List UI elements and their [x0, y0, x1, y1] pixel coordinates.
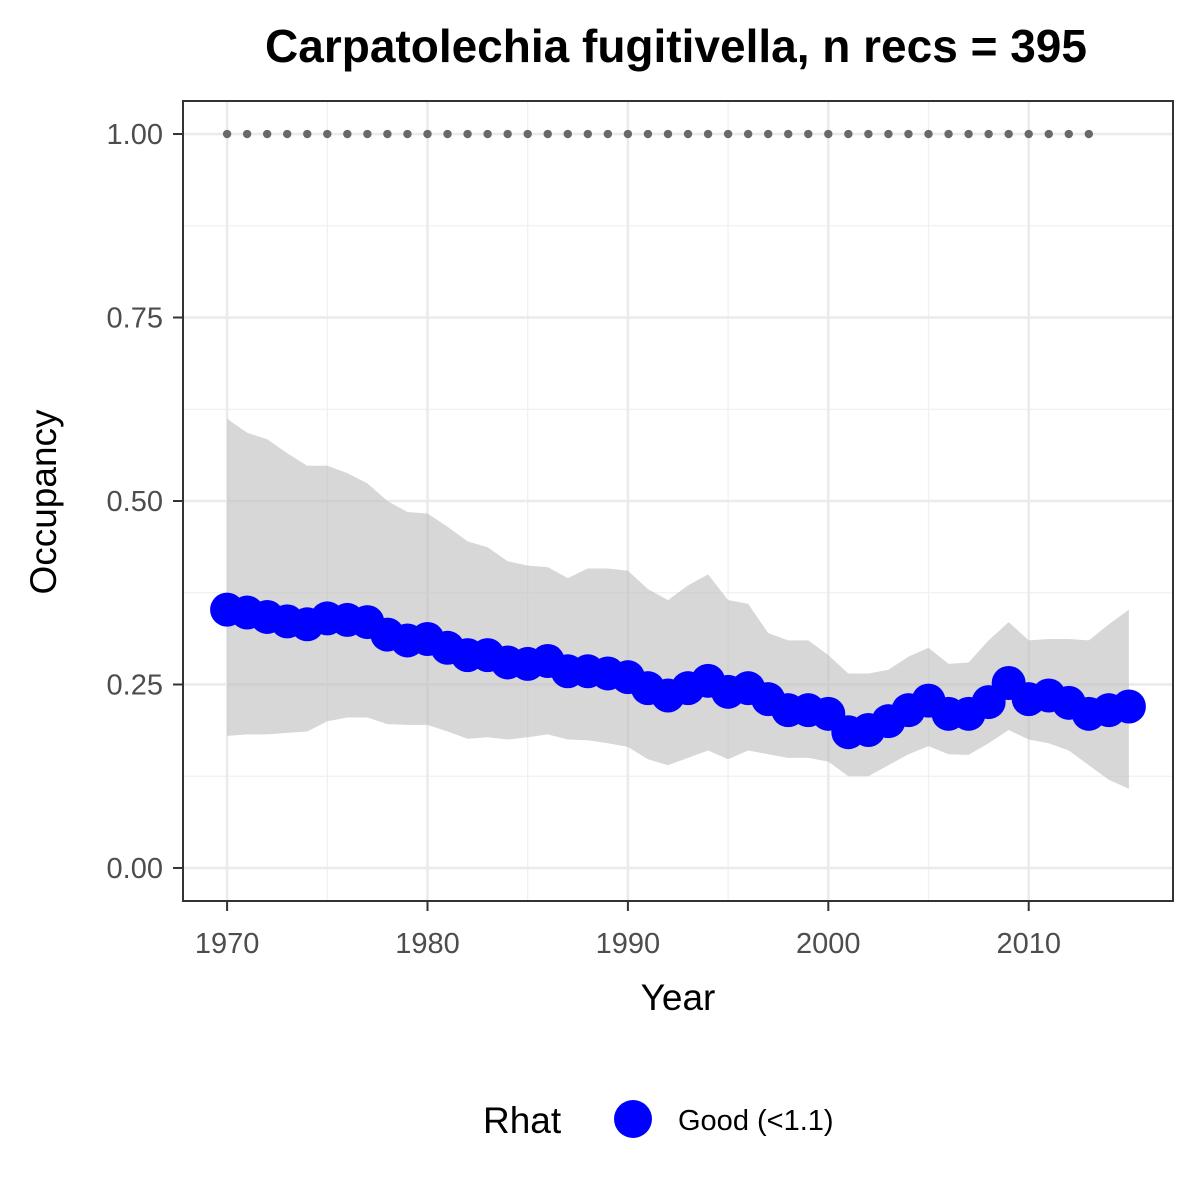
upper-dot [343, 129, 352, 139]
y-tick-label: 0.50 [107, 486, 163, 518]
upper-dot [463, 129, 472, 139]
upper-dot [543, 129, 552, 139]
x-axis-title: Year [641, 977, 716, 1018]
x-tick-label: 2000 [796, 928, 861, 960]
upper-dot [1064, 129, 1073, 139]
upper-dot [1004, 129, 1013, 139]
y-tick-label: 1.00 [107, 119, 163, 151]
y-tick-label: 0.75 [107, 303, 163, 335]
y-axis-title: Occupancy [23, 409, 64, 595]
upper-dot [964, 129, 973, 139]
x-tick-label: 1990 [596, 928, 661, 960]
upper-dot [703, 129, 713, 139]
upper-dot [663, 129, 673, 139]
upper-dot [323, 129, 332, 139]
upper-dot [403, 129, 412, 139]
confidence-ribbon [227, 418, 1129, 789]
upper-dot [924, 129, 933, 139]
x-axis: 1970 1980 1990 2000 2010 [195, 901, 1061, 960]
upper-dot [483, 129, 492, 139]
y-tick-label: 0.00 [107, 853, 163, 885]
legend-title: Rhat [483, 1100, 562, 1141]
confidence-ribbon-layer [227, 418, 1129, 789]
upper-dot [563, 129, 572, 139]
legend-swatch-good [614, 1100, 652, 1138]
upper-dot [222, 129, 232, 139]
upper-dot [242, 129, 252, 139]
x-tick-label: 1970 [195, 928, 260, 960]
upper-dot [1084, 129, 1094, 139]
upper-dot [824, 129, 833, 139]
upper-dot [723, 129, 733, 139]
upper-dots-layer [222, 129, 1094, 139]
upper-dot [784, 129, 793, 139]
upper-dot [363, 129, 372, 139]
upper-dot [623, 129, 633, 139]
upper-dot [383, 129, 392, 139]
upper-dot [763, 129, 773, 139]
upper-dot [1024, 129, 1033, 139]
upper-dot [523, 129, 532, 139]
upper-dot [262, 129, 272, 139]
upper-dot [303, 129, 312, 139]
upper-dot [743, 129, 753, 139]
occupancy-points-layer [210, 592, 1146, 750]
upper-dot [804, 129, 813, 139]
legend: Rhat Good (<1.1) [483, 1100, 834, 1141]
upper-dot [503, 129, 512, 139]
upper-dot [984, 129, 993, 139]
upper-dot [904, 129, 913, 139]
occupancy-point [1111, 689, 1146, 724]
upper-dot [884, 129, 893, 139]
upper-dot [844, 129, 853, 139]
x-tick-label: 1980 [395, 928, 460, 960]
y-axis: 0.00 0.25 0.50 0.75 1.00 [107, 119, 183, 885]
upper-dot [443, 129, 452, 139]
upper-dot [944, 129, 953, 139]
legend-label-good: Good (<1.1) [678, 1105, 834, 1137]
upper-dot [683, 129, 693, 139]
upper-dot [423, 129, 432, 139]
y-tick-label: 0.25 [107, 669, 163, 701]
upper-dot [283, 129, 292, 139]
x-tick-label: 2010 [996, 928, 1061, 960]
upper-dot [1044, 129, 1053, 139]
chart-title: Carpatolechia fugitivella, n recs = 395 [265, 20, 1087, 72]
upper-dot [603, 129, 613, 139]
upper-dot [583, 129, 593, 139]
upper-dot [643, 129, 653, 139]
upper-dot [864, 129, 873, 139]
